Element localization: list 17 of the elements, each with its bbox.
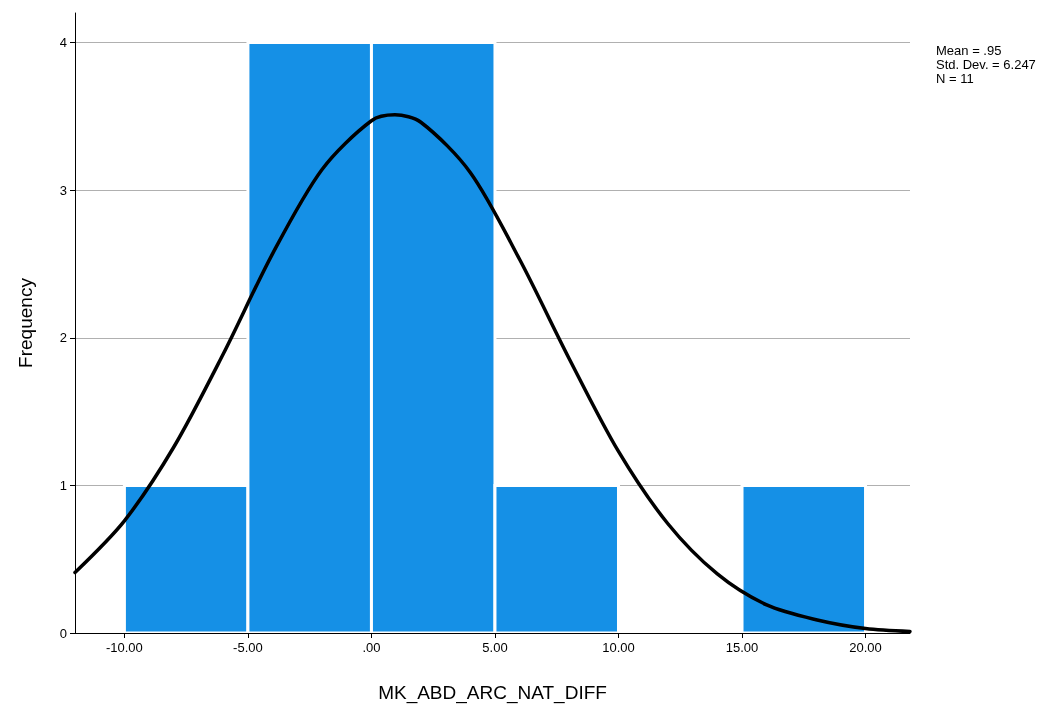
y-tick-label: 0 (59, 625, 67, 641)
x-tick-label: 20.00 (849, 640, 882, 655)
x-tick-label: -10.00 (105, 640, 143, 655)
x-tick-label: 5.00 (482, 640, 508, 655)
x-axis-title: MK_ABD_ARC_NAT_DIFF (378, 682, 607, 704)
y-tick-label: 4 (59, 35, 67, 51)
y-tick-label: 3 (59, 182, 67, 198)
x-tick-label: 15.00 (725, 640, 759, 655)
x-tick-label: .00 (362, 640, 381, 655)
y-tick-label: 1 (59, 477, 67, 493)
x-tick-label: -5.00 (233, 640, 263, 655)
x-tick-label: 10.00 (602, 640, 635, 655)
text: Mean = .95 (936, 43, 1002, 58)
y-tick-label: 2 (59, 330, 67, 346)
y-axis-title: Frequency (15, 277, 36, 368)
text: Std. Dev. = 6.247 (936, 57, 1036, 72)
text: N = 11 (936, 71, 974, 86)
